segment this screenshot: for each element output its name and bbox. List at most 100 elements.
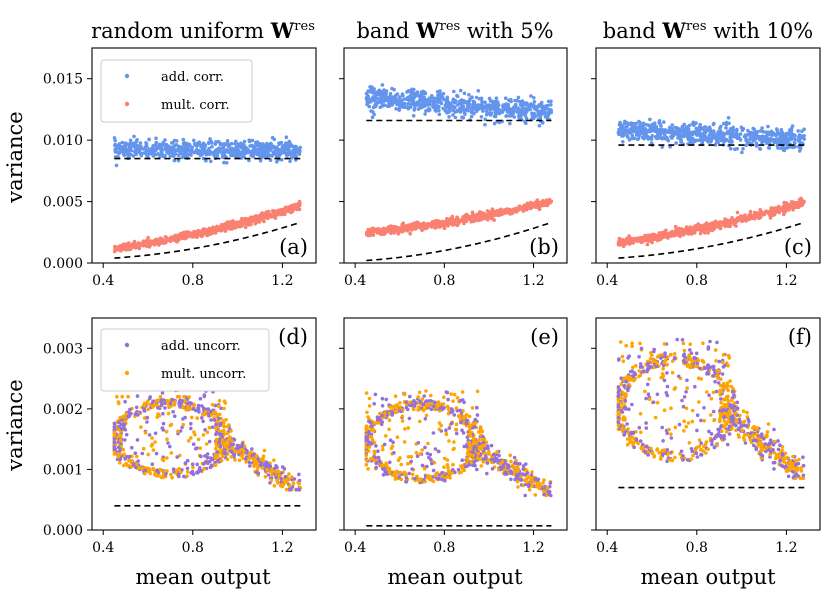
point-add-corr [636, 127, 640, 132]
point-add-corr [113, 142, 117, 147]
point-add-corr [128, 138, 133, 143]
point-mult-uncorr [230, 446, 235, 450]
point-add-corr [242, 146, 247, 151]
point-add-corr [192, 138, 196, 143]
point-add-corr [785, 139, 790, 143]
point-add-uncorr [199, 454, 203, 459]
point-add-uncorr [185, 401, 190, 406]
point-mult-corr [758, 208, 762, 212]
point-mult-corr [284, 205, 288, 210]
point-add-corr [758, 147, 763, 151]
point-add-corr [776, 146, 780, 150]
point-add-corr [123, 143, 127, 148]
point-mult-corr [703, 222, 707, 227]
point-add-uncorr [119, 427, 124, 431]
point-mult-corr [497, 208, 501, 213]
y-tick-label: 0.015 [43, 72, 83, 88]
point-add-corr [621, 134, 625, 138]
point-add-corr [181, 137, 186, 142]
point-add-corr [496, 100, 500, 104]
point-add-corr [141, 147, 146, 151]
point-add-uncorr [180, 398, 184, 403]
point-add-corr [267, 153, 272, 157]
point-add-uncorr [218, 423, 223, 428]
point-add-corr [699, 127, 704, 131]
point-add-corr [368, 98, 373, 103]
point-mult-corr [756, 213, 761, 218]
point-mult-corr [482, 212, 487, 216]
point-add-corr [715, 136, 719, 141]
point-add-corr [674, 141, 678, 145]
point-add-corr [787, 131, 791, 135]
point-add-uncorr [123, 399, 127, 404]
point-add-corr [479, 115, 484, 119]
point-add-corr [761, 137, 766, 142]
point-add-corr [679, 139, 684, 144]
point-mult-corr [455, 223, 460, 228]
point-mult-uncorr [176, 429, 180, 434]
point-add-corr [641, 121, 646, 126]
point-add-corr [203, 150, 207, 155]
point-add-corr [156, 146, 161, 150]
point-mult-uncorr [237, 450, 241, 454]
point-mult-uncorr [191, 465, 195, 470]
point-add-corr [388, 91, 393, 96]
point-add-corr [151, 144, 155, 148]
point-add-uncorr [208, 456, 213, 460]
point-mult-corr [735, 216, 739, 221]
point-add-uncorr [155, 468, 159, 473]
point-add-corr [236, 145, 241, 149]
point-add-corr [224, 161, 229, 165]
point-mult-corr [240, 216, 244, 221]
point-add-corr [477, 106, 482, 111]
point-mult-corr [203, 229, 207, 234]
point-mult-corr [471, 214, 476, 218]
point-mult-uncorr [121, 447, 126, 452]
point-add-uncorr [161, 411, 165, 416]
point-add-corr [546, 103, 550, 108]
point-add-uncorr [133, 465, 138, 470]
point-mult-uncorr [263, 475, 268, 479]
point-add-corr [206, 141, 211, 145]
point-add-corr [371, 110, 375, 114]
point-add-corr [470, 95, 474, 100]
point-mult-uncorr [153, 473, 158, 477]
point-mult-uncorr [182, 394, 186, 399]
point-add-corr [287, 150, 291, 155]
point-add-corr [631, 126, 636, 130]
point-add-corr [451, 108, 455, 113]
point-mult-uncorr [273, 470, 278, 474]
point-mult-corr [365, 232, 369, 237]
point-add-uncorr [200, 416, 204, 420]
point-mult-uncorr [112, 452, 117, 456]
point-mult-corr [433, 222, 438, 226]
ylabel-top: variance [3, 111, 27, 203]
point-mult-uncorr [202, 467, 207, 471]
point-add-corr [115, 150, 120, 155]
point-add-uncorr [148, 395, 152, 399]
point-add-corr [218, 142, 223, 146]
point-add-corr [727, 129, 731, 134]
point-mult-uncorr [387, 418, 392, 423]
point-add-uncorr [191, 407, 196, 411]
point-add-corr [630, 136, 634, 141]
point-mult-corr [385, 229, 390, 234]
point-add-corr [649, 137, 654, 141]
point-add-uncorr [201, 419, 205, 424]
point-add-corr [445, 101, 450, 105]
point-mult-corr [782, 208, 787, 213]
point-add-uncorr [207, 439, 212, 444]
point-add-corr [131, 154, 136, 158]
point-add-corr [439, 100, 443, 105]
point-mult-corr [402, 224, 407, 228]
point-add-corr [438, 89, 442, 93]
point-mult-uncorr [169, 451, 174, 455]
point-add-uncorr [163, 406, 167, 410]
point-mult-uncorr [215, 443, 220, 448]
point-add-corr [779, 146, 783, 151]
point-add-corr [147, 152, 151, 156]
point-add-uncorr [244, 451, 249, 455]
point-mult-corr [286, 208, 291, 213]
point-add-corr [133, 141, 137, 145]
